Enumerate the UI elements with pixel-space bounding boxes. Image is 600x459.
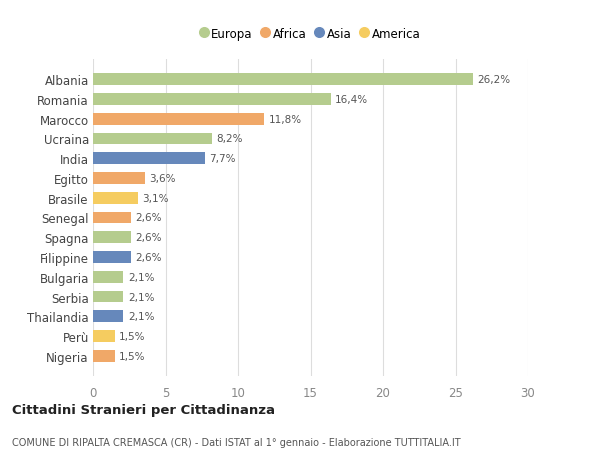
Bar — [93, 311, 124, 323]
Text: 2,6%: 2,6% — [135, 233, 161, 243]
Text: 2,1%: 2,1% — [128, 292, 154, 302]
Bar — [93, 350, 115, 362]
Text: 8,2%: 8,2% — [216, 134, 243, 144]
Bar — [93, 74, 473, 86]
Bar — [93, 232, 131, 244]
Text: 11,8%: 11,8% — [268, 114, 302, 124]
Text: 2,6%: 2,6% — [135, 213, 161, 223]
Text: 1,5%: 1,5% — [119, 331, 146, 341]
Bar — [93, 252, 131, 263]
Text: 7,7%: 7,7% — [209, 154, 235, 164]
Text: 1,5%: 1,5% — [119, 351, 146, 361]
Bar — [93, 330, 115, 342]
Text: Cittadini Stranieri per Cittadinanza: Cittadini Stranieri per Cittadinanza — [12, 403, 275, 416]
Text: COMUNE DI RIPALTA CREMASCA (CR) - Dati ISTAT al 1° gennaio - Elaborazione TUTTIT: COMUNE DI RIPALTA CREMASCA (CR) - Dati I… — [12, 437, 461, 447]
Text: 26,2%: 26,2% — [477, 75, 511, 85]
Bar — [93, 173, 145, 185]
Bar — [93, 94, 331, 106]
Bar — [93, 212, 131, 224]
Text: 2,1%: 2,1% — [128, 272, 154, 282]
Text: 16,4%: 16,4% — [335, 95, 368, 105]
Bar — [93, 291, 124, 303]
Bar — [93, 271, 124, 283]
Bar — [93, 113, 264, 125]
Legend: Europa, Africa, Asia, America: Europa, Africa, Asia, America — [197, 24, 424, 45]
Bar — [93, 153, 205, 165]
Bar — [93, 192, 138, 204]
Text: 2,6%: 2,6% — [135, 252, 161, 263]
Text: 3,6%: 3,6% — [149, 174, 176, 184]
Text: 2,1%: 2,1% — [128, 312, 154, 322]
Text: 3,1%: 3,1% — [142, 193, 169, 203]
Bar — [93, 133, 212, 145]
